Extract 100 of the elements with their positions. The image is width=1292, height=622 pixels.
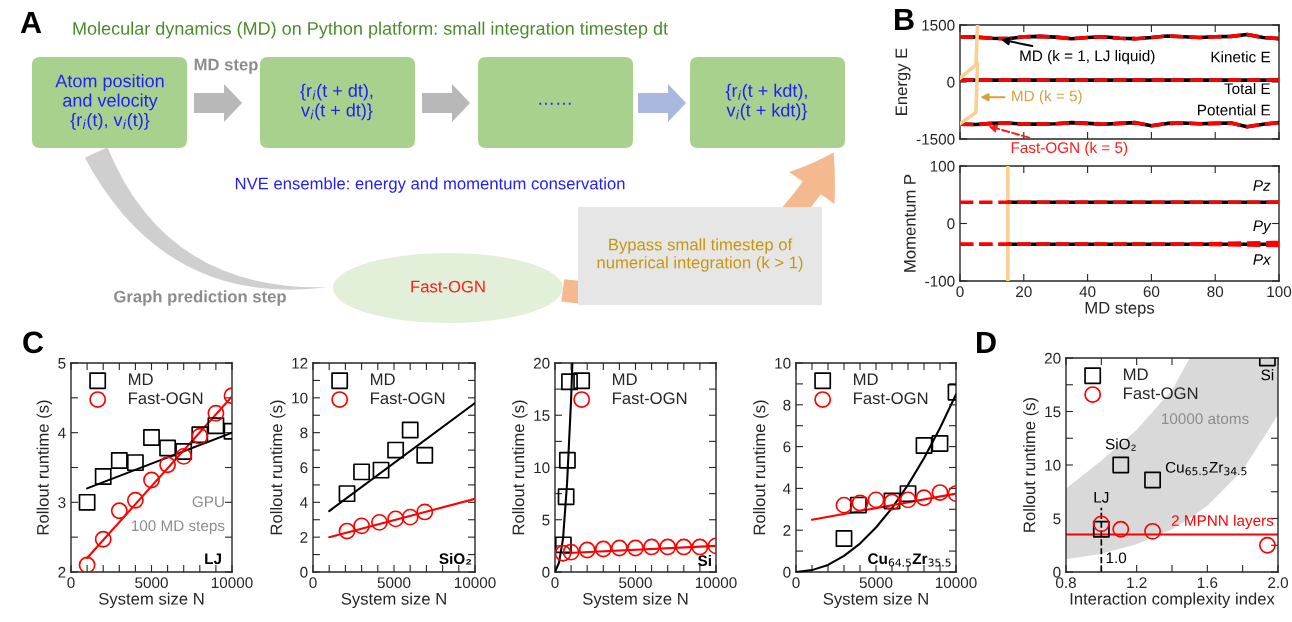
y-tick-label: 20 <box>533 357 550 369</box>
x-tick-label: 40 <box>1079 286 1096 298</box>
x-tick-label: 0 <box>792 577 800 589</box>
y-tick-label: 10 <box>292 392 308 404</box>
x-tick-label: 5000 <box>619 577 652 589</box>
text: Fast-OGN <box>411 280 485 293</box>
annotation: SiO₂ <box>1105 438 1136 451</box>
x-axis-title: Interaction complexity index <box>1070 592 1275 609</box>
annotation: LJ <box>1094 492 1109 503</box>
x-tick-label: 10000 <box>211 577 253 589</box>
x-tick-label: 80 <box>1207 286 1224 298</box>
x-tick-label: 5000 <box>377 577 411 589</box>
x-tick-label: 0 <box>551 577 559 589</box>
y-axis-title: Rollout runtime (s) <box>512 400 528 535</box>
ref-line-label: 1.0 <box>1106 552 1127 564</box>
x-tick-label: 100 <box>1267 286 1292 298</box>
y-axis-title: Rollout runtime (s) <box>36 400 53 535</box>
text: NVE ensemble: energy and momentum conservation <box>235 177 625 193</box>
annotation: Py <box>1253 220 1272 235</box>
legend-label: Fast-OGN <box>854 392 928 405</box>
annotation: Si <box>1261 369 1274 381</box>
y-tick-label: 8 <box>783 399 791 411</box>
text: Bypass small timestep of numerical integration (k > 1) <box>597 238 803 272</box>
y-tick-label: 4 <box>782 483 791 494</box>
y-tick-label: -1500 <box>916 133 955 145</box>
text: MD step <box>194 58 258 74</box>
y-tick-label: -100 <box>925 275 955 287</box>
y-tick-label: 100 <box>930 160 955 172</box>
text: B <box>895 8 914 30</box>
y-tick-label: 6 <box>300 462 308 474</box>
y-axis-title: Momentum P <box>904 174 916 272</box>
x-tick-label: 20 <box>1016 286 1032 298</box>
legend-label: MD <box>613 373 637 386</box>
annotation: Px <box>1253 254 1272 265</box>
annotation: Cu$_{64.5}$Zr$_{35.5}$ <box>868 553 951 567</box>
ref-line-label: 2 MPNN layers <box>1171 514 1274 529</box>
legend-label: Fast-OGN <box>1124 387 1198 400</box>
legend-label: MD <box>1124 368 1148 381</box>
x-axis-title: System size N <box>99 592 204 609</box>
y-tick-label: 20 <box>1044 352 1061 364</box>
text: C <box>23 331 44 354</box>
y-tick-label: 1500 <box>922 19 955 31</box>
text: {r$_{i}$(t + kdt), v$_{i}$(t + kdt)} <box>725 83 808 121</box>
annotation: LJ <box>205 553 221 565</box>
y-axis-title: Rollout runtime (s) <box>753 400 769 535</box>
y-axis-title: Rollout runtime (s) <box>270 400 286 535</box>
annotation: GPU <box>192 496 224 508</box>
y-tick-label: 0 <box>783 566 791 578</box>
annotation: Fast-OGN (k = 5) <box>1011 141 1128 157</box>
x-tick-label: 10000 <box>935 577 977 589</box>
legend-label: Fast-OGN <box>129 392 203 405</box>
legend-label: MD <box>854 373 878 386</box>
y-tick-label: 10 <box>775 357 791 369</box>
annotation: 100 MD steps <box>131 520 225 535</box>
y-tick-label: 0 <box>542 566 550 578</box>
x-tick-label: 10000 <box>695 577 737 589</box>
legend-label: MD <box>129 373 153 386</box>
annotation: Cu$_{65.5}$Zr$_{34.5}$ <box>1165 461 1247 476</box>
x-axis-title: System size N <box>341 592 446 609</box>
annotation: Kinetic E <box>1211 51 1271 63</box>
y-tick-label: 6 <box>783 441 791 453</box>
y-axis-title: Rollout runtime (s) <box>1023 397 1039 532</box>
text: D <box>977 331 996 353</box>
legend-label: MD <box>371 373 395 386</box>
y-tick-label: 5 <box>1053 513 1061 525</box>
annotation: SiO₂ <box>439 552 472 565</box>
x-tick-label: 1.2 <box>1127 577 1147 588</box>
y-tick-label: 0 <box>1053 566 1061 578</box>
x-tick-label: 0 <box>67 577 75 589</box>
x-tick-label: 10000 <box>454 577 496 589</box>
text: Graph prediction step <box>114 290 286 306</box>
y-tick-label: 4 <box>299 497 308 508</box>
y-axis-title: Energy E <box>895 48 911 115</box>
x-tick-label: 1.6 <box>1197 577 1218 589</box>
annotation: MD (k = 1, LJ liquid) <box>1020 49 1155 65</box>
y-tick-label: 0 <box>947 76 955 88</box>
annotation: Potential E <box>1198 104 1271 116</box>
y-tick-label: 15 <box>534 410 550 421</box>
y-tick-label: 5 <box>58 358 66 369</box>
y-tick-label: 4 <box>57 427 66 439</box>
annotation: MD (k = 5) <box>1012 90 1082 105</box>
annotation: Total E <box>1224 82 1271 95</box>
y-tick-label: 10 <box>1045 459 1061 471</box>
legend-label: Fast-OGN <box>371 392 445 405</box>
x-tick-label: 0.8 <box>1055 577 1076 589</box>
x-tick-label: 5000 <box>135 577 168 589</box>
x-axis-title: System size N <box>583 592 688 609</box>
x-tick-label: 0 <box>309 577 317 589</box>
text: Atom position and velocity {r$_{i}$(t), v$_{i}$(t)} <box>55 74 164 130</box>
y-tick-label: 0 <box>947 218 955 230</box>
y-tick-label: 8 <box>300 427 308 439</box>
y-tick-label: 2 <box>58 566 66 578</box>
y-tick-label: 5 <box>542 514 550 526</box>
y-tick-label: 2 <box>783 525 791 536</box>
y-tick-label: 10 <box>534 462 550 474</box>
y-tick-label: 0 <box>300 566 308 578</box>
text: …… <box>539 102 571 105</box>
text: {r$_{i}$(t + dt), v$_{i}$(t + dt)} <box>300 83 373 121</box>
x-axis-title: System size N <box>823 592 928 609</box>
y-tick-label: 2 <box>300 532 308 543</box>
